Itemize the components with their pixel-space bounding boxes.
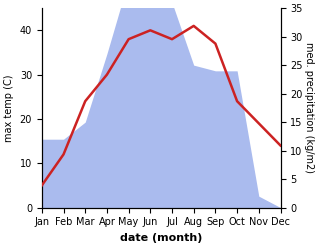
Y-axis label: med. precipitation (kg/m2): med. precipitation (kg/m2) (304, 42, 314, 173)
Y-axis label: max temp (C): max temp (C) (4, 74, 14, 142)
X-axis label: date (month): date (month) (120, 233, 202, 243)
